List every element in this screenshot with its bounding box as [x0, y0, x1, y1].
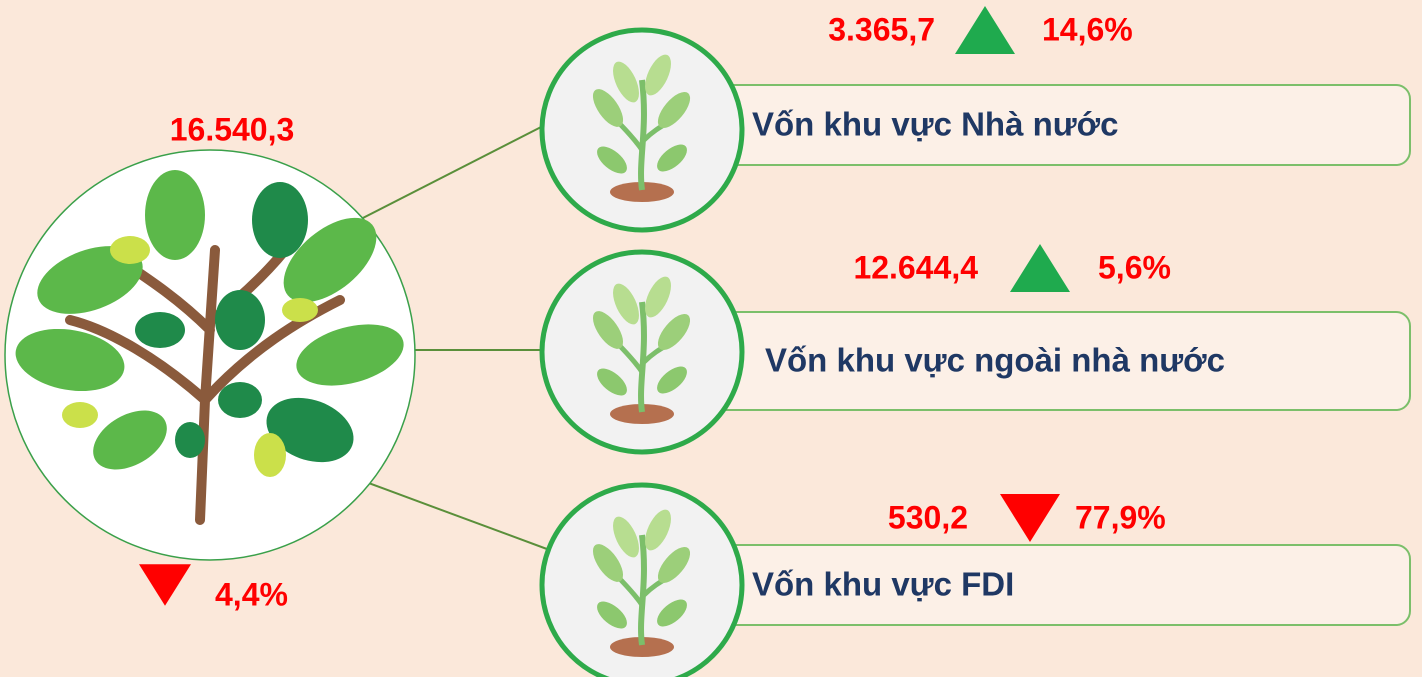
money-tree — [5, 150, 415, 560]
total-value: 16.540,3 — [170, 111, 295, 147]
item-change: 14,6% — [1042, 11, 1133, 47]
item-value: 3.365,7 — [828, 11, 935, 47]
connector — [355, 478, 555, 552]
item-label: Vốn khu vực ngoài nhà nước — [765, 342, 1225, 379]
down-arrow — [139, 564, 191, 606]
item-change: 5,6% — [1098, 249, 1171, 285]
up-arrow — [1010, 244, 1070, 292]
item: Vốn khu vực ngoài nhà nước 12.644,4 5,6% — [542, 244, 1410, 452]
page: 16.540,3 4,4% Vốn khu vực Nhà nước 3.365,… — [0, 0, 1422, 677]
item-label: Vốn khu vực FDI — [752, 566, 1014, 603]
total-change: 4,4% — [215, 576, 288, 612]
down-arrow — [1000, 494, 1060, 542]
item-value: 530,2 — [888, 499, 968, 535]
connector — [355, 125, 545, 222]
item-value: 12.644,4 — [853, 249, 978, 285]
item: Vốn khu vực FDI 530,2 77,9% — [542, 485, 1410, 677]
item: Vốn khu vực Nhà nước 3.365,7 14,6% — [542, 6, 1410, 230]
item-change: 77,9% — [1075, 499, 1166, 535]
infographic: 16.540,3 4,4% Vốn khu vực Nhà nước 3.365,… — [0, 0, 1422, 677]
item-label: Vốn khu vực Nhà nước — [752, 106, 1118, 143]
up-arrow — [955, 6, 1015, 54]
